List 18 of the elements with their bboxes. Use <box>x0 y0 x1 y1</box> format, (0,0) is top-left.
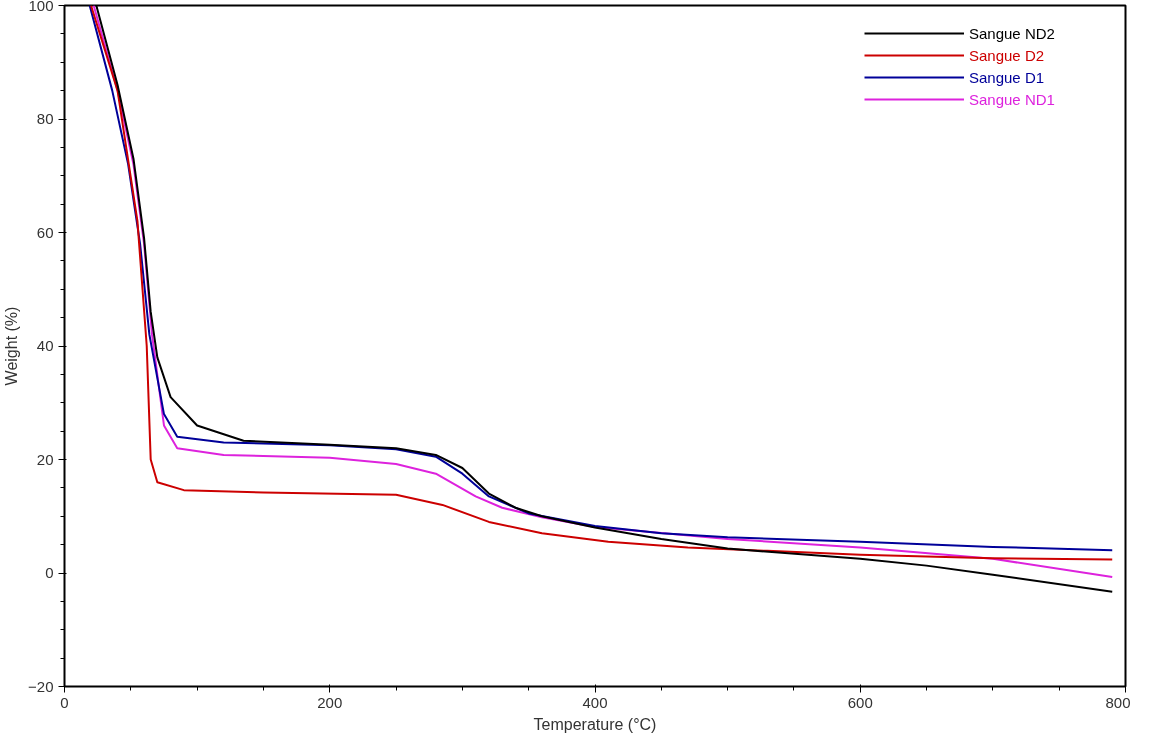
text: Sangue ND1 <box>969 89 1055 109</box>
y-tick-label: −20 <box>28 677 54 695</box>
x-tick-label: 600 <box>847 693 873 711</box>
y-tick-label: 100 <box>28 0 54 14</box>
y-tick-label: 60 <box>36 223 54 241</box>
y-tick-label: 40 <box>36 337 54 354</box>
text: Sangue ND2 <box>969 23 1055 43</box>
y-tick-label: 0 <box>45 564 54 581</box>
y-tick-label: 20 <box>36 450 54 468</box>
x-tick-label: 400 <box>582 693 608 711</box>
x-tick-label: 0 <box>60 693 69 711</box>
y-axis-title: Weight (%) <box>3 306 21 386</box>
text: Sangue D1 <box>969 67 1045 87</box>
x-axis-title: Temperature (°C) <box>533 715 657 733</box>
x-tick-label: 200 <box>317 693 343 711</box>
x-tick-label: 800 <box>1105 693 1131 711</box>
text: Sangue D2 <box>969 45 1045 65</box>
y-tick-label: 80 <box>36 110 54 127</box>
